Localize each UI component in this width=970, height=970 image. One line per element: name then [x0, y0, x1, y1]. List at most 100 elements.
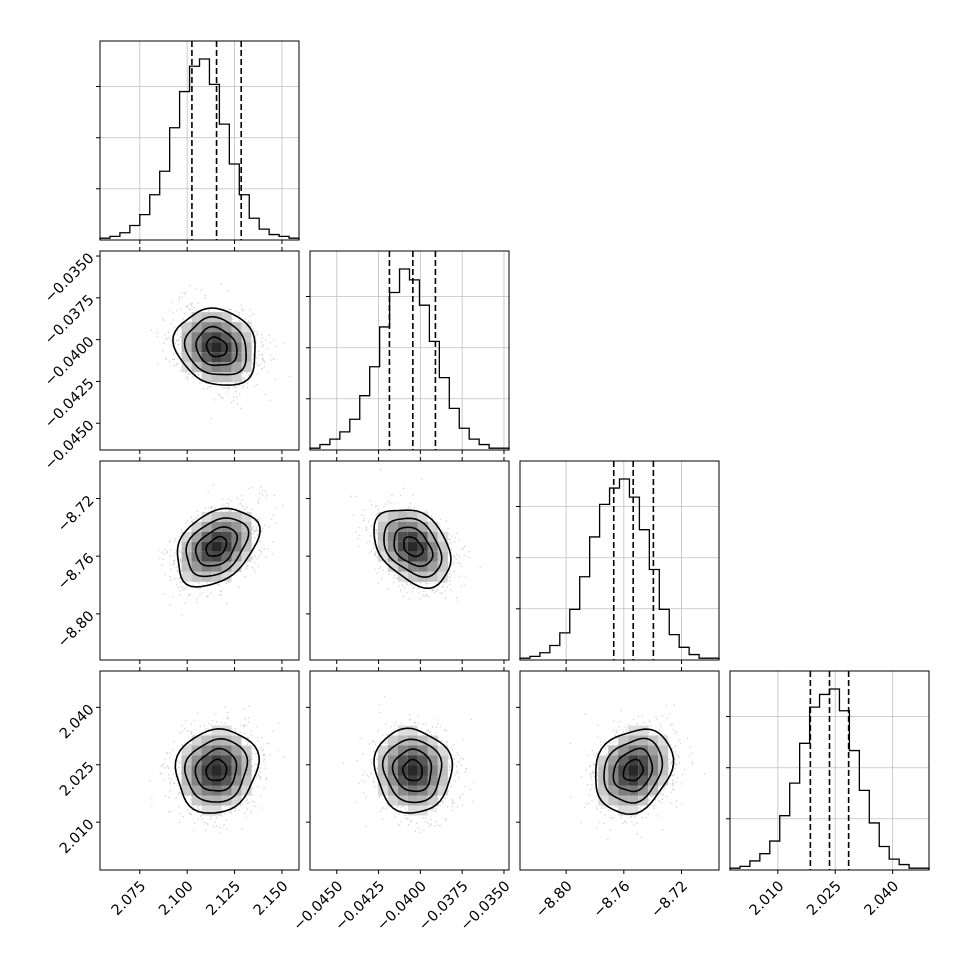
density-cell	[638, 785, 649, 796]
density-cell	[211, 561, 222, 572]
density-cell	[387, 755, 398, 766]
density-cell	[658, 745, 669, 756]
density-cell	[211, 805, 222, 816]
contour-3	[594, 728, 675, 816]
panel-body	[157, 484, 284, 616]
density-cell	[397, 551, 408, 562]
density-cell	[427, 745, 438, 756]
density-cell	[181, 785, 192, 796]
density-cell	[638, 755, 649, 766]
density-cell	[397, 785, 408, 796]
density-cell	[241, 745, 252, 756]
density-cell	[211, 735, 222, 746]
contour-2	[183, 315, 247, 376]
density-cell	[231, 511, 242, 522]
contour-2	[383, 517, 443, 579]
density-cell	[211, 372, 222, 383]
contour-3	[373, 727, 454, 814]
corner-panels: 2.075 2.100 2.125 2.150 −0.0450−0.0425−0.040…	[42, 40, 930, 934]
density-cell	[437, 571, 448, 582]
density-cell	[407, 745, 418, 756]
density-cell	[211, 755, 222, 766]
density-cell	[407, 561, 418, 572]
density-cell	[377, 745, 388, 756]
density-cell	[397, 725, 408, 736]
y-tick-label: −8.72	[55, 493, 98, 536]
density-cell	[191, 561, 202, 572]
hist-frame-0	[99, 40, 300, 241]
contour-2	[381, 738, 443, 804]
density-cell	[648, 745, 659, 756]
density-cell	[427, 775, 438, 786]
density-cell	[181, 352, 192, 363]
density-cell	[407, 541, 418, 552]
density-cell	[191, 571, 202, 582]
panel-frame-3-1	[309, 670, 510, 871]
density-cell	[628, 805, 639, 816]
density-cell	[437, 541, 448, 552]
density-cell	[427, 795, 438, 806]
density-cell	[608, 755, 619, 766]
density-cell	[658, 765, 669, 776]
density-cell	[241, 342, 252, 353]
density-cell	[241, 322, 252, 333]
contour-3	[174, 727, 260, 814]
density-cell	[221, 735, 232, 746]
contour-2	[603, 737, 664, 804]
contour-1	[194, 526, 239, 567]
histogram-1	[309, 268, 510, 450]
density-cell	[231, 795, 242, 806]
density-cell	[231, 372, 242, 383]
panel-frame-2-1	[309, 460, 510, 661]
density-cell	[201, 372, 212, 383]
density-cell	[191, 352, 202, 363]
density-cell	[387, 795, 398, 806]
density-cell	[598, 785, 609, 796]
density-cell	[648, 785, 659, 796]
density-cell	[201, 775, 212, 786]
x-tick-label: 2.125	[204, 878, 245, 919]
density-cell	[181, 571, 192, 582]
density-cell	[241, 755, 252, 766]
density-cell	[608, 785, 619, 796]
density-cell	[638, 775, 649, 786]
density-cell	[221, 372, 232, 383]
contour-0	[205, 758, 228, 782]
density-cell	[437, 765, 448, 776]
density-cell	[598, 775, 609, 786]
contour-2	[183, 737, 249, 803]
density-cell	[417, 745, 428, 756]
density-cell	[598, 795, 609, 806]
density-cell	[211, 551, 222, 562]
density-cell	[231, 755, 242, 766]
density-cell	[191, 785, 202, 796]
density-cell	[221, 755, 232, 766]
density-cell	[181, 561, 192, 572]
density-cell	[407, 805, 418, 816]
density-cell	[427, 785, 438, 796]
density-cell	[211, 571, 222, 582]
density-cell	[407, 571, 418, 582]
density-cell	[221, 322, 232, 333]
density-cell	[201, 352, 212, 363]
y-tick-label: 2.040	[57, 702, 98, 743]
density-cell	[231, 735, 242, 746]
density-cell	[417, 755, 428, 766]
density-cell	[221, 775, 232, 786]
density-cell	[201, 735, 212, 746]
hist-panel-2	[516, 460, 720, 664]
density-cell	[397, 755, 408, 766]
density-cell	[608, 765, 619, 776]
panel-body	[350, 468, 481, 602]
density-cell	[417, 531, 428, 542]
density-cell	[191, 312, 202, 323]
density-cell	[211, 765, 222, 776]
density-cell	[397, 745, 408, 756]
contour-1	[612, 747, 654, 793]
density-cell	[201, 511, 212, 522]
density-cell	[221, 561, 232, 572]
density-cell	[377, 521, 388, 532]
density-cell	[221, 312, 232, 323]
density-cell	[417, 551, 428, 562]
